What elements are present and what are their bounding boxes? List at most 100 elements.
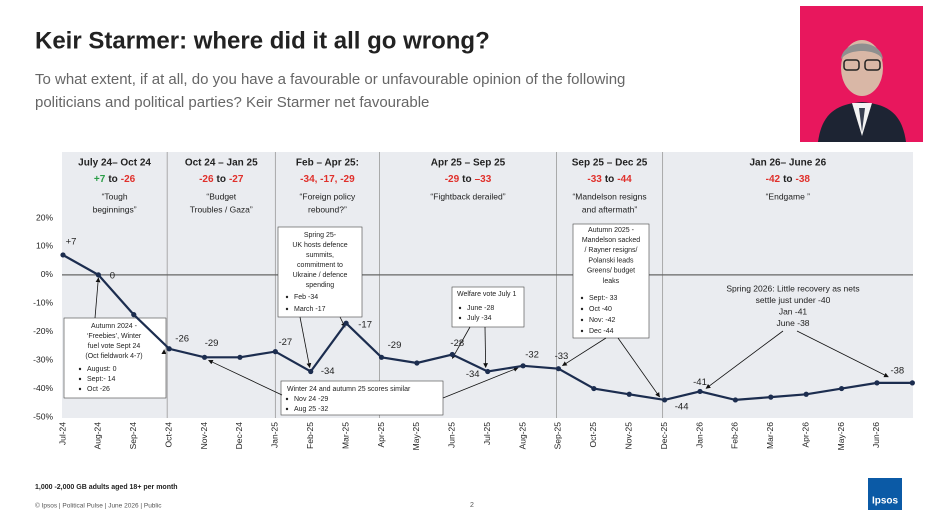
annotation-bullet: Sept:- 14 [87,376,116,383]
title: Keir Starmer: where did it all go wrong? [35,27,490,54]
annotation-text: Winter 24 and autumn 25 scores similar [287,386,411,393]
period-quote: “Budget [206,191,236,201]
period-quote: rebound?” [308,204,347,214]
period-quote: “Endgame ” [766,191,811,201]
annotation-text: spending [306,282,335,289]
y-tick-label: -10% [33,298,53,308]
x-tick-label: Feb-25 [305,422,315,449]
annotation-arrow [208,359,283,396]
annotation-text: Polanski leads [588,257,634,264]
x-tick-label: May-25 [411,422,421,451]
value-label: -29 [388,340,402,351]
annotation-bullet: Sept:- 33 [589,295,618,302]
x-tick-label: May-26 [836,422,846,451]
annotation-box [280,380,444,416]
annotation-bullet: August: 0 [87,366,117,373]
annotation-text: fuel vote Sept 24 [88,343,141,350]
y-tick-label: -20% [33,326,53,336]
point [166,346,172,352]
x-tick-label: Feb-26 [730,422,740,449]
point [555,366,562,372]
point [874,380,880,386]
annotation-text: Jan -41 [779,306,808,316]
range-part: -42 [766,174,781,185]
logo: Ipsos [872,496,899,507]
x-tick-label: Jun-25 [447,422,457,448]
range-part: –33 [475,174,492,185]
annotation-text: Greens/ budget [587,268,635,275]
period-range: -29 to –33 [445,174,492,185]
annotation-bullet: July -34 [467,315,492,322]
footnote: 1,000 -2,000 GB adults aged 18+ per mont… [35,484,178,491]
period-quote: Troubles / Gaza” [190,204,253,214]
point [591,385,597,392]
period-range: -34, -17, -29 [300,174,355,185]
x-tick-label: Mar-25 [340,422,350,449]
bullet-dot [580,318,584,322]
y-tick-label: -30% [33,354,53,364]
point [697,388,703,395]
annotation-bullet: June -28 [467,305,494,312]
x-tick-label: Oct-24 [163,422,173,448]
logo-box [868,478,902,510]
annotation-text: settle just under -40 [756,295,831,305]
annotation-arrow [442,367,519,399]
range-part: -27 [229,174,244,185]
x-tick-label: Jan-26 [694,422,704,448]
bullet-dot [78,377,82,381]
page-number: 2 [470,502,474,509]
x-tick-label: Sep-24 [128,422,138,450]
value-label: -44 [675,401,689,412]
x-tick-label: Oct-25 [588,422,598,448]
bullet-dot [78,387,82,391]
annotation-text: UK hosts defence [292,242,347,249]
point [838,385,845,392]
x-tick-label: Nov-25 [623,422,633,450]
bullet-dot [458,306,462,310]
period-label: Oct 24 – Jan 25 [185,158,258,169]
annotation-bullet: Dec -44 [589,328,614,335]
range-part: -26 [121,174,136,185]
bullet-dot [285,397,289,401]
value-label: -34 [321,366,335,377]
period-quote: “Tough [102,191,128,201]
annotation-bullet: March -17 [294,306,326,313]
point [378,354,385,360]
point [343,320,349,326]
bullet-dot [285,407,289,411]
value-label: -33 [555,351,569,362]
annotation-box [572,223,650,339]
annotation-text: (Oct fieldwork 4-7) [85,353,142,360]
y-tick-label: 10% [36,241,53,251]
x-tick-label: Sep-25 [553,422,563,450]
range-part: -33 [587,174,602,185]
point [732,397,739,403]
point [449,351,455,358]
point [909,380,915,386]
point [414,360,420,366]
range-part: -38 [796,174,811,185]
period-range: -33 to -44 [587,174,632,185]
point [131,312,137,318]
portrait [800,6,923,142]
value-label: -29 [205,338,219,349]
point [485,368,491,375]
bullet-dot [580,329,584,333]
period-label: Feb – Apr 25: [296,158,359,169]
bullet-dot [458,316,462,320]
range-part: to [108,174,117,185]
annotation-text: Ukraine / defence [293,272,348,279]
annotation-text: Spring 25- [304,232,337,239]
period-range: -26 to -27 [199,174,244,185]
point [60,252,66,258]
annotation-arrow [705,330,784,389]
bullet-dot [78,367,82,371]
point [237,354,243,360]
annotation-text: Mandelson sacked [582,237,640,244]
annotation-bullet: Oct -26 [87,386,110,393]
value-label: -34 [466,369,480,380]
bullet-dot [285,307,289,311]
source: © Ipsos | Political Pulse | June 2026 | … [35,502,162,510]
period-quote: “Fightback derailed” [430,191,505,201]
annotation-text: Spring 2026: Little recovery as nets [726,283,859,293]
